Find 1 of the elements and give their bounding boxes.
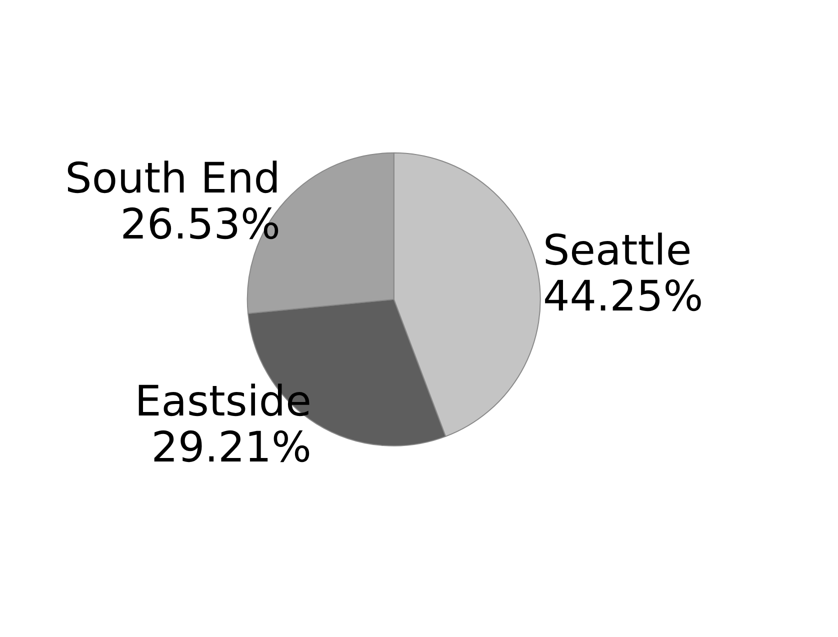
data-label: 29.21%: [151, 422, 312, 472]
